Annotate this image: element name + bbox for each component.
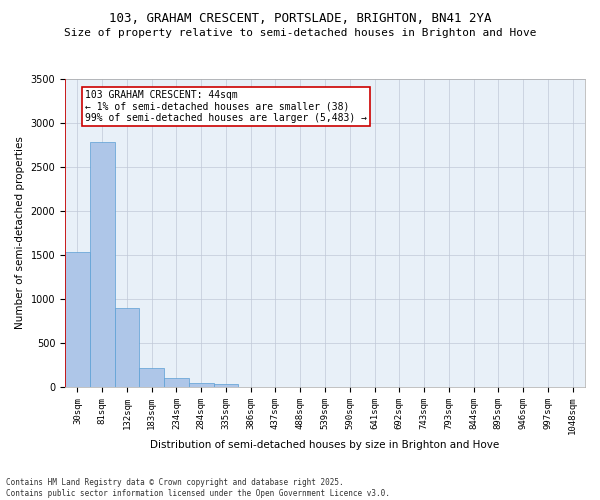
Bar	[115, 308, 139, 387]
Text: 103 GRAHAM CRESCENT: 44sqm
← 1% of semi-detached houses are smaller (38)
99% of : 103 GRAHAM CRESCENT: 44sqm ← 1% of semi-…	[85, 90, 367, 123]
Text: 103, GRAHAM CRESCENT, PORTSLADE, BRIGHTON, BN41 2YA: 103, GRAHAM CRESCENT, PORTSLADE, BRIGHTO…	[109, 12, 491, 26]
Text: Size of property relative to semi-detached houses in Brighton and Hove: Size of property relative to semi-detach…	[64, 28, 536, 38]
Y-axis label: Number of semi-detached properties: Number of semi-detached properties	[15, 136, 25, 330]
Bar	[189, 383, 214, 387]
Bar	[139, 368, 164, 387]
Bar	[164, 378, 189, 387]
Bar	[90, 142, 115, 387]
Text: Contains HM Land Registry data © Crown copyright and database right 2025.
Contai: Contains HM Land Registry data © Crown c…	[6, 478, 390, 498]
X-axis label: Distribution of semi-detached houses by size in Brighton and Hove: Distribution of semi-detached houses by …	[151, 440, 500, 450]
Bar	[214, 384, 238, 387]
Bar	[65, 252, 90, 387]
